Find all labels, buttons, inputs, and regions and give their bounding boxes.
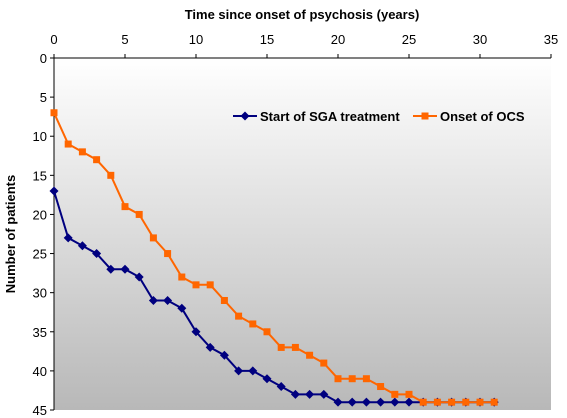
data-point-square xyxy=(249,320,257,328)
data-point-square xyxy=(291,343,299,351)
data-point-square xyxy=(462,398,470,406)
data-point-diamond xyxy=(276,382,286,392)
data-point-square xyxy=(263,328,271,336)
data-point-diamond xyxy=(376,397,386,407)
data-point-diamond xyxy=(219,350,229,360)
data-point-diamond xyxy=(390,397,400,407)
x-tick-label: 35 xyxy=(544,32,558,47)
data-point-square xyxy=(306,351,314,359)
data-point-square xyxy=(448,398,456,406)
y-tick-label: 5 xyxy=(40,90,47,105)
data-point-square xyxy=(149,234,157,242)
legend-marker xyxy=(421,112,429,120)
data-point-diamond xyxy=(361,397,371,407)
data-point-diamond xyxy=(290,389,300,399)
data-point-diamond xyxy=(347,397,357,407)
y-tick-label: 35 xyxy=(33,325,47,340)
data-point-diamond xyxy=(77,241,87,251)
y-tick-label: 10 xyxy=(33,129,47,144)
data-point-square xyxy=(64,140,72,148)
x-tick-label: 5 xyxy=(121,32,128,47)
data-point-square xyxy=(78,148,86,156)
legend: Start of SGA treatment Onset of OCS xyxy=(233,109,525,124)
data-point-square xyxy=(490,398,498,406)
data-point-square xyxy=(377,383,385,391)
data-point-diamond xyxy=(234,366,244,376)
data-point-square xyxy=(192,281,200,289)
data-point-square xyxy=(362,375,370,383)
y-tick-label: 45 xyxy=(33,403,47,418)
data-point-diamond xyxy=(248,366,258,376)
axes: 0 5 10 15 20 25 30 35 0 5 10 15 20 25 30 35 40 45 xyxy=(33,32,559,418)
data-point-square xyxy=(178,273,186,281)
data-point-diamond xyxy=(148,295,158,305)
data-point-square xyxy=(121,203,129,211)
y-tick-label: 15 xyxy=(33,168,47,183)
data-point-square xyxy=(50,109,58,117)
data-point-square xyxy=(334,375,342,383)
y-tick-label: 40 xyxy=(33,364,47,379)
data-point-square xyxy=(164,250,172,258)
data-point-square xyxy=(348,375,356,383)
data-point-square xyxy=(107,171,115,179)
y-tick-label: 20 xyxy=(33,207,47,222)
data-point-diamond xyxy=(205,342,215,352)
data-point-diamond xyxy=(134,272,144,282)
x-tick-label: 15 xyxy=(260,32,274,47)
data-point-diamond xyxy=(120,264,130,274)
data-point-diamond xyxy=(49,186,59,196)
data-point-diamond xyxy=(177,303,187,313)
data-point-square xyxy=(419,398,427,406)
data-point-diamond xyxy=(163,295,173,305)
data-point-square xyxy=(433,398,441,406)
data-point-diamond xyxy=(319,389,329,399)
data-point-diamond xyxy=(305,389,315,399)
data-point-diamond xyxy=(404,397,414,407)
data-point-square xyxy=(391,390,399,398)
y-tick-label: 25 xyxy=(33,247,47,262)
data-point-square xyxy=(277,343,285,351)
x-axis-title: Time since onset of psychosis (years) xyxy=(185,7,420,22)
legend-label: Start of SGA treatment xyxy=(260,109,400,124)
data-point-diamond xyxy=(333,397,343,407)
y-tick-label: 30 xyxy=(33,286,47,301)
data-point-square xyxy=(206,281,214,289)
x-tick-label: 0 xyxy=(50,32,57,47)
data-point-diamond xyxy=(262,374,272,384)
x-tick-label: 10 xyxy=(189,32,203,47)
y-axis-title: Number of patients xyxy=(3,175,18,293)
x-tick-label: 25 xyxy=(402,32,416,47)
data-point-diamond xyxy=(106,264,116,274)
data-point-square xyxy=(135,210,143,218)
data-point-square xyxy=(235,312,243,320)
legend-label: Onset of OCS xyxy=(440,109,525,124)
data-point-square xyxy=(93,156,101,164)
x-tick-label: 30 xyxy=(473,32,487,47)
y-tick-label: 0 xyxy=(40,51,47,66)
legend-item: Onset of OCS xyxy=(413,109,525,124)
data-point-diamond xyxy=(92,249,102,259)
series-1 xyxy=(50,109,498,406)
data-point-square xyxy=(320,359,328,367)
x-tick-label: 20 xyxy=(331,32,345,47)
legend-marker xyxy=(240,111,250,121)
data-point-square xyxy=(220,296,228,304)
data-point-square xyxy=(405,390,413,398)
data-point-diamond xyxy=(63,233,73,243)
legend-item: Start of SGA treatment xyxy=(233,109,400,124)
series-layer xyxy=(49,109,499,407)
data-point-diamond xyxy=(191,327,201,337)
data-point-square xyxy=(476,398,484,406)
